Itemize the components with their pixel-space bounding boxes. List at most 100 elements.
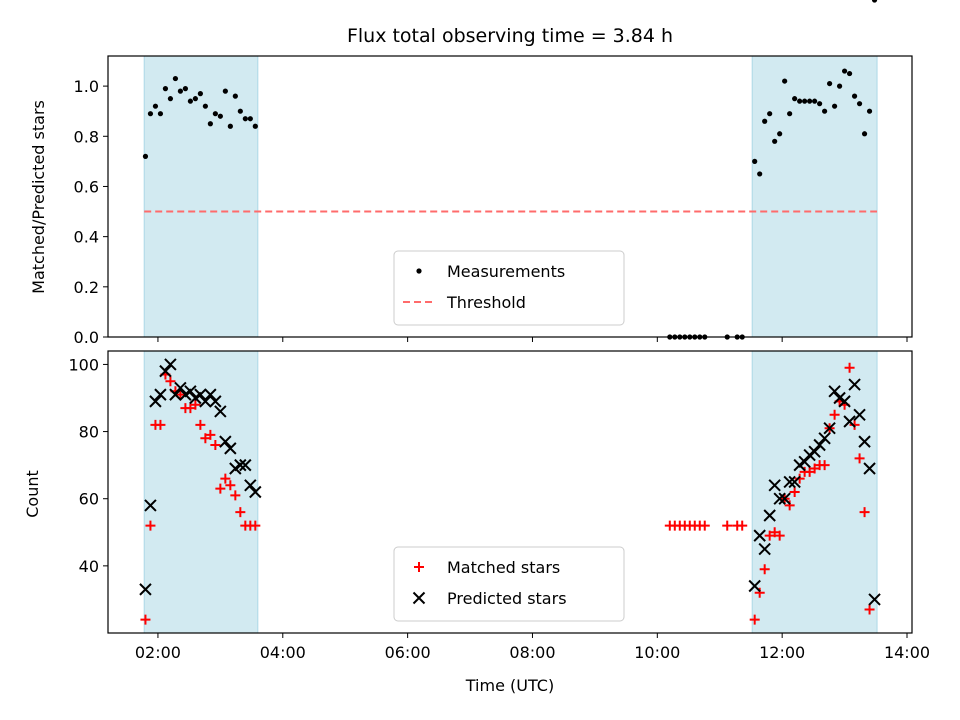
data-point	[230, 490, 241, 501]
data-point	[768, 479, 781, 492]
data-point	[836, 83, 843, 89]
data-point	[822, 108, 828, 114]
data-point	[808, 445, 821, 458]
data-point	[868, 593, 881, 606]
y-tick-label: 40	[79, 557, 99, 576]
x-axis-label: Time (UTC)	[465, 676, 554, 695]
data-point	[154, 388, 167, 401]
y-tick-label: 0.6	[74, 177, 99, 196]
legend-marker-x	[412, 591, 426, 605]
data-point	[853, 408, 866, 421]
top-y-axis-label: Matched/Predicted stars	[29, 100, 48, 294]
data-point	[838, 395, 851, 408]
data-point	[858, 435, 871, 448]
data-point	[792, 96, 798, 102]
shaded-interval	[143, 55, 259, 338]
data-point	[757, 171, 763, 177]
data-point	[192, 96, 198, 102]
y-tick-label: 0.2	[74, 278, 99, 297]
data-point	[225, 480, 236, 491]
data-point	[782, 78, 788, 84]
data-point	[155, 419, 166, 430]
chart-title: Flux total observing time = 3.84 h	[347, 25, 673, 47]
data-point	[823, 422, 836, 435]
data-point	[794, 473, 805, 484]
x-tick-label: 12:00	[759, 643, 805, 662]
data-point	[788, 475, 801, 489]
data-point	[187, 98, 193, 104]
data-point	[209, 395, 222, 408]
data-point	[827, 80, 833, 87]
data-point	[854, 453, 865, 464]
bottom-y-axis-label: Count	[23, 470, 42, 518]
data-point	[737, 520, 748, 531]
y-tick-label: 80	[79, 423, 99, 442]
bottom-panel: 40 60 80 100 02:00 04:00 06:00 08:00 10:00 12:00 1…	[68, 351, 930, 662]
data-point	[242, 116, 248, 122]
legend: Matched stars Predicted stars	[393, 546, 625, 622]
legend: Measurements Threshold	[393, 250, 625, 326]
data-point	[140, 614, 151, 625]
data-point	[813, 438, 826, 452]
data-point	[774, 530, 785, 541]
data-point	[807, 98, 813, 104]
data-point	[758, 542, 771, 556]
data-point	[174, 381, 187, 395]
data-point	[235, 507, 246, 518]
data-point	[199, 395, 212, 408]
y-tick-label: 0.4	[74, 228, 99, 247]
data-point	[754, 587, 765, 598]
series-measurements	[142, 0, 878, 340]
y-tick-label: 60	[79, 490, 99, 509]
data-point	[222, 88, 228, 94]
data-point	[204, 388, 217, 401]
y-tick-label: 100	[68, 355, 99, 374]
y-tick-label: 0.0	[74, 328, 99, 347]
data-point	[848, 378, 861, 391]
data-point	[244, 479, 257, 492]
data-point	[789, 487, 800, 497]
data-point	[866, 108, 873, 114]
legend-label: Matched stars	[447, 558, 560, 577]
data-point	[202, 103, 208, 109]
data-point	[164, 358, 177, 371]
data-point	[773, 492, 786, 505]
data-point	[748, 579, 761, 593]
x-tick-label: 04:00	[260, 643, 306, 662]
data-point	[247, 116, 253, 122]
series-predicted-stars	[139, 358, 881, 606]
data-point	[167, 96, 174, 102]
data-point	[147, 111, 154, 117]
legend-marker-dot	[416, 268, 422, 274]
data-point	[205, 429, 216, 440]
x-tick-label: 02:00	[135, 643, 181, 662]
data-point	[841, 68, 848, 74]
x-tick-label: 14:00	[884, 643, 930, 662]
data-point	[828, 385, 841, 398]
legend-label: Measurements	[447, 262, 565, 281]
data-point	[783, 475, 796, 489]
data-point	[752, 158, 758, 164]
data-point	[829, 409, 840, 420]
axes-frame	[107, 55, 913, 338]
data-point	[157, 111, 164, 117]
data-point	[175, 389, 186, 400]
data-point	[859, 507, 870, 518]
data-point	[184, 385, 197, 398]
x-tick-label: 06:00	[385, 643, 431, 662]
top-panel: 0.0 0.2 0.4 0.6 0.8 1.0 Measurements Threshold	[74, 0, 913, 347]
data-point	[169, 388, 182, 401]
data-point	[224, 442, 237, 455]
x-tick-label: 10:00	[634, 643, 680, 662]
data-point	[843, 415, 856, 428]
data-point	[798, 455, 811, 468]
data-point	[753, 529, 766, 542]
legend-marker-plus	[414, 562, 424, 572]
data-point	[207, 121, 213, 127]
data-point	[215, 483, 226, 494]
data-point	[214, 405, 227, 418]
data-point	[152, 103, 159, 109]
data-point	[142, 153, 149, 159]
data-point	[722, 520, 733, 531]
